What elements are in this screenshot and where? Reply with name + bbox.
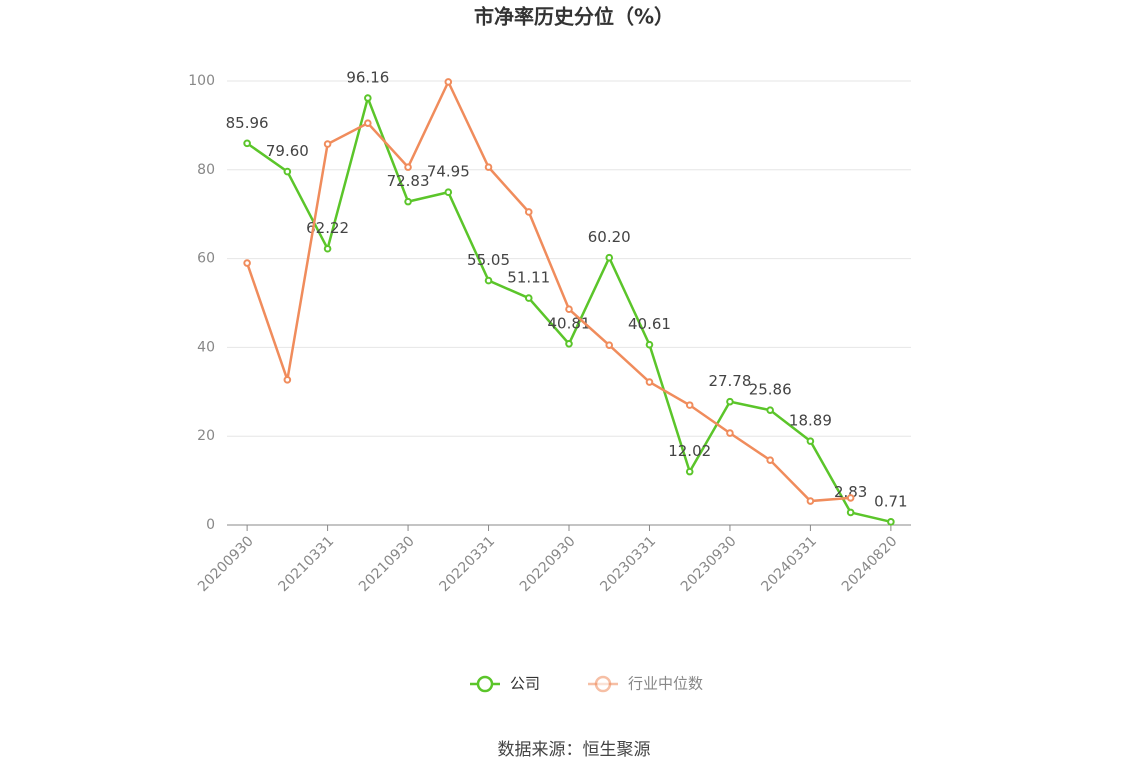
y-tick-label: 80 (197, 162, 215, 178)
data-label: 2.83 (834, 483, 867, 501)
y-tick-label: 40 (197, 339, 215, 355)
x-tick-label: 20240331 (758, 533, 820, 595)
data-label: 85.96 (226, 114, 269, 132)
point (364, 119, 372, 127)
legend-label: 行业中位数 (628, 675, 703, 693)
data-label: 18.89 (789, 412, 832, 430)
point (524, 294, 533, 302)
point (726, 397, 734, 406)
point (605, 341, 614, 349)
point (565, 305, 573, 314)
x-tick-label: 20220930 (517, 533, 579, 595)
point (645, 340, 654, 349)
point (846, 494, 855, 502)
data-label: 72.83 (387, 172, 430, 190)
x-tick-label: 20210331 (276, 533, 338, 595)
point (444, 188, 453, 197)
y-tick-label: 60 (197, 251, 215, 267)
point (887, 518, 895, 526)
point (685, 467, 694, 476)
point (766, 406, 774, 414)
point (685, 401, 694, 409)
point (806, 497, 815, 505)
data-label: 27.78 (708, 372, 751, 390)
point (283, 167, 292, 176)
chart-title: 市净率历史分位（%） (474, 5, 674, 29)
legend-label: 公司 (510, 675, 540, 693)
y-tick-label: 20 (197, 428, 215, 444)
data-label: 12.02 (668, 442, 711, 460)
point (404, 163, 412, 171)
series-line (245, 78, 851, 503)
x-tick-label: 20210930 (356, 533, 418, 595)
point (484, 163, 493, 171)
data-label: 60.20 (588, 228, 631, 246)
point (323, 140, 332, 148)
data-label: 74.95 (427, 163, 470, 181)
y-tick-label: 100 (188, 73, 215, 89)
point (283, 376, 292, 384)
x-tick-label: 20230331 (597, 533, 659, 595)
point (846, 508, 855, 517)
legend-marker (476, 675, 494, 693)
point (243, 259, 251, 267)
point (645, 378, 654, 386)
point (806, 437, 815, 445)
x-tick-label: 20220331 (436, 533, 498, 595)
point (605, 253, 614, 262)
point (726, 429, 734, 437)
data-label: 79.60 (266, 142, 309, 160)
point (364, 94, 372, 102)
point (565, 340, 573, 348)
x-tick-label: 20230930 (678, 533, 740, 595)
data-label: 25.86 (749, 381, 792, 399)
legend-marker (594, 675, 612, 693)
data-label: 62.22 (306, 219, 349, 237)
data-label: 0.71 (874, 492, 907, 510)
y-tick-label: 0 (206, 517, 215, 533)
point (243, 139, 251, 148)
point (766, 456, 774, 464)
point (444, 78, 453, 86)
point (404, 197, 412, 206)
point (323, 244, 332, 253)
point (524, 208, 533, 216)
data-label: 51.11 (507, 269, 550, 287)
source: 数据来源：恒生聚源 (498, 740, 651, 760)
data-label: 55.05 (467, 251, 510, 269)
data-label: 40.61 (628, 315, 671, 333)
x-tick-label: 20200930 (195, 533, 257, 595)
data-label: 96.16 (346, 69, 389, 87)
x-tick-label: 20240820 (839, 533, 901, 595)
point (484, 276, 493, 285)
